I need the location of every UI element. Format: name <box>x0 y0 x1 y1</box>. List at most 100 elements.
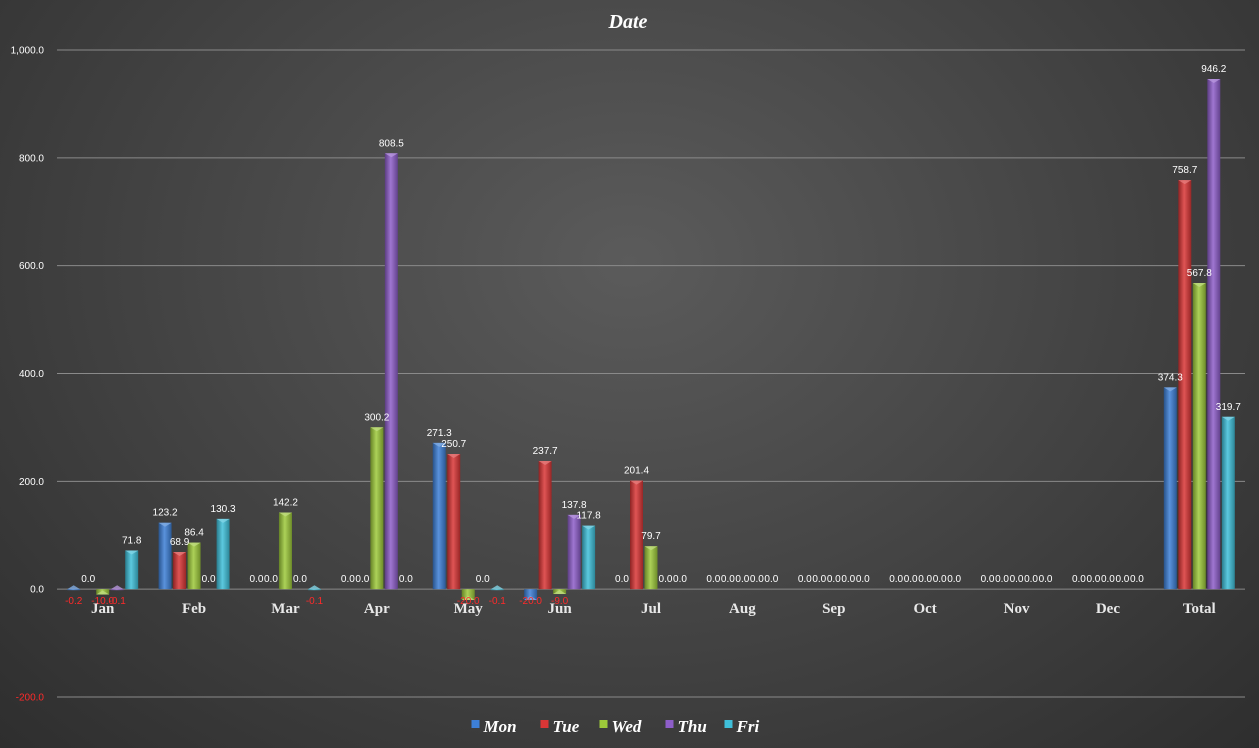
data-label: 0.0 <box>918 574 932 585</box>
data-label: 142.2 <box>273 497 298 508</box>
bar-cap <box>187 542 201 547</box>
data-label: -20.0 <box>519 596 542 607</box>
y-tick-label: 0.0 <box>30 585 44 596</box>
data-label: 237.7 <box>533 446 558 457</box>
bar-cap <box>1207 79 1221 84</box>
data-label: 0.0 <box>341 574 355 585</box>
legend-label: Mon <box>483 717 517 736</box>
legend-swatch <box>724 720 733 728</box>
bar-fri <box>1221 416 1235 590</box>
data-label: 0.0 <box>1115 574 1129 585</box>
data-label: 0.0 <box>904 574 918 585</box>
data-label: 0.0 <box>827 574 841 585</box>
bar-thu <box>384 153 398 590</box>
bar-thu <box>1207 79 1221 590</box>
y-tick-label: -200.0 <box>16 693 45 704</box>
data-label: 0.0 <box>355 574 369 585</box>
legend-item-thu: Thu <box>665 717 707 736</box>
bar-cap <box>553 590 567 595</box>
bar-cap <box>173 552 187 557</box>
x-tick-label: Aug <box>729 601 756 617</box>
legend-label: Fri <box>736 717 760 736</box>
data-label: -0.1 <box>109 596 127 607</box>
bar-cap <box>1221 416 1235 421</box>
data-label: 319.7 <box>1216 402 1241 413</box>
bar-wed <box>278 512 292 590</box>
data-label: 300.2 <box>364 412 389 423</box>
data-label: 0.0 <box>889 574 903 585</box>
data-label: 758.7 <box>1172 165 1197 176</box>
data-label: -20.0 <box>457 596 480 607</box>
bar-fri <box>307 589 321 591</box>
data-label: 567.8 <box>1187 268 1212 279</box>
data-label: 0.0 <box>947 574 961 585</box>
data-label: 0.0 <box>615 574 629 585</box>
bar-tue <box>1178 180 1192 590</box>
bar-cap <box>644 546 658 551</box>
data-label: 0.0 <box>933 574 947 585</box>
data-label: 68.9 <box>170 537 190 548</box>
data-label: 946.2 <box>1201 64 1226 75</box>
legend-swatch <box>540 720 549 728</box>
data-label: 0.0 <box>81 574 95 585</box>
bar-cap <box>582 525 596 530</box>
x-tick-label: Apr <box>364 601 390 617</box>
bar-cap <box>1163 387 1177 392</box>
bar-tue <box>538 461 552 590</box>
legend: Mon Tue Wed Thu Fri <box>471 717 760 736</box>
chart-title: Date <box>608 11 648 33</box>
bar-cap <box>538 461 552 466</box>
bar-fri <box>125 550 139 590</box>
data-label: -10.0 <box>91 596 114 607</box>
data-label: 201.4 <box>624 466 649 477</box>
bar-cap <box>307 585 321 590</box>
bar-cap <box>158 522 172 527</box>
data-label: 0.0 <box>721 574 735 585</box>
data-label: 0.0 <box>812 574 826 585</box>
data-label: 130.3 <box>211 504 236 515</box>
x-tick-label: Mar <box>271 601 300 617</box>
bar-cap <box>490 585 504 590</box>
data-label: 137.8 <box>562 500 587 511</box>
y-tick-label: 200.0 <box>19 477 44 488</box>
bar-cap <box>96 590 110 595</box>
data-label: 250.7 <box>441 439 466 450</box>
data-label: 0.0 <box>293 574 307 585</box>
data-label: 0.0 <box>798 574 812 585</box>
bar-fri <box>582 525 596 590</box>
legend-item-fri: Fri <box>724 717 760 736</box>
data-label: 0.0 <box>250 574 264 585</box>
data-label: 808.5 <box>379 138 404 149</box>
data-label: 0.0 <box>764 574 778 585</box>
data-label: 0.0 <box>1010 574 1024 585</box>
data-label: 117.8 <box>576 511 601 522</box>
bar-thu <box>567 514 581 590</box>
bar-cap <box>67 585 81 590</box>
x-tick-label: Feb <box>182 601 206 617</box>
legend-item-tue: Tue <box>540 717 580 736</box>
bar-cap <box>1178 180 1192 185</box>
bar-fri <box>216 518 230 590</box>
data-label: 374.3 <box>1158 372 1183 383</box>
bar-cap <box>216 518 230 523</box>
bar-cap <box>524 595 538 600</box>
x-tick-label: May <box>454 601 484 617</box>
bar-cap <box>278 512 292 517</box>
data-label: 0.0 <box>202 574 216 585</box>
data-label: 79.7 <box>641 531 661 542</box>
y-tick-label: 800.0 <box>19 153 44 164</box>
legend-swatch <box>665 720 674 728</box>
bar-cap <box>1192 283 1206 288</box>
data-labels: -0.20.0-10.0-0.171.8123.268.986.40.0130.… <box>65 64 1241 607</box>
data-label: 0.0 <box>264 574 278 585</box>
bar-cap <box>567 514 581 519</box>
data-label: 271.3 <box>427 428 452 439</box>
data-label: 0.0 <box>1039 574 1053 585</box>
legend-label: Thu <box>678 717 707 736</box>
data-label: 0.0 <box>1130 574 1144 585</box>
x-tick-label: Nov <box>1004 601 1030 617</box>
legend-item-mon: Mon <box>471 717 517 736</box>
data-label: 0.0 <box>673 574 687 585</box>
bar-cap <box>110 585 124 590</box>
bar-cap <box>447 453 461 458</box>
